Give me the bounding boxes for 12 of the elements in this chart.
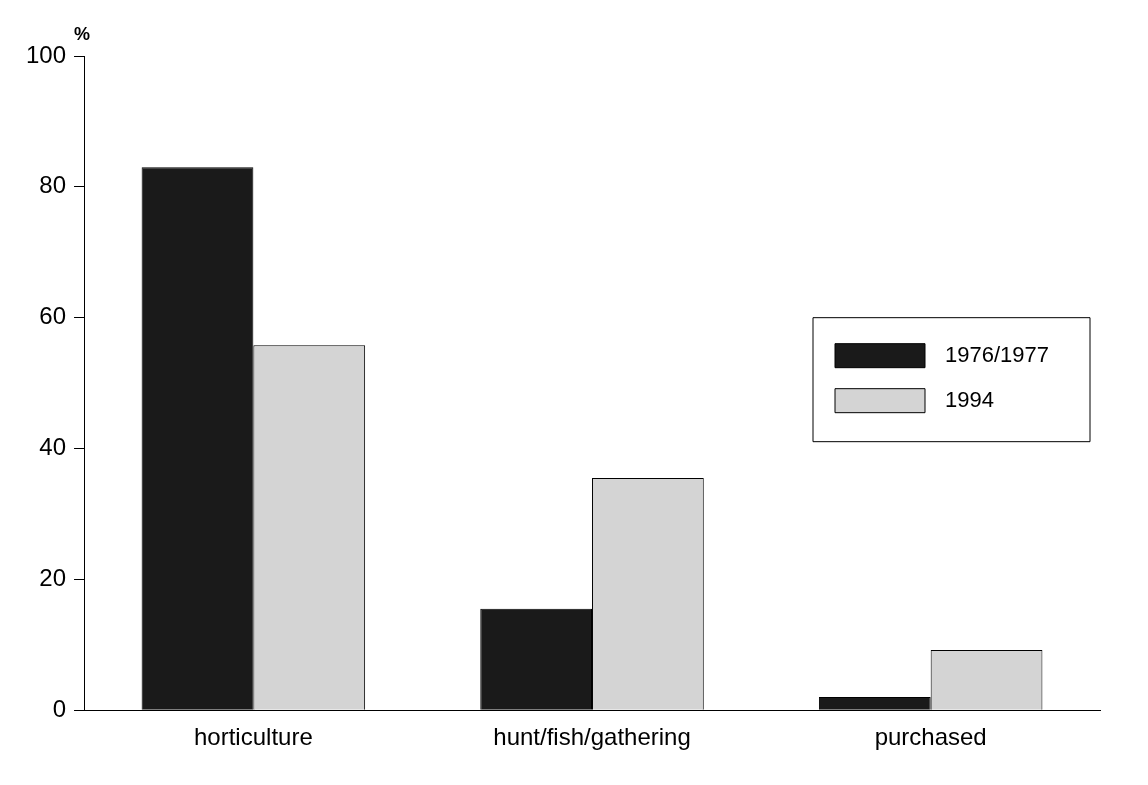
y-tick-label: 40 bbox=[39, 433, 67, 461]
legend-label: 1976/1977 bbox=[945, 341, 1049, 367]
y-tick-label: 80 bbox=[39, 171, 67, 199]
x-tick-label: purchased bbox=[874, 723, 987, 751]
y-tick-label: 60 bbox=[39, 302, 67, 330]
y-axis-title: % bbox=[74, 23, 91, 44]
x-tick-label: horticulture bbox=[194, 723, 313, 751]
y-tick-label: 20 bbox=[39, 563, 67, 591]
x-tick-label: hunt/fish/gathering bbox=[493, 723, 691, 751]
legend-label: 1994 bbox=[945, 386, 994, 412]
y-tick-label: 100 bbox=[26, 40, 67, 68]
y-tick-label: 0 bbox=[52, 694, 67, 722]
